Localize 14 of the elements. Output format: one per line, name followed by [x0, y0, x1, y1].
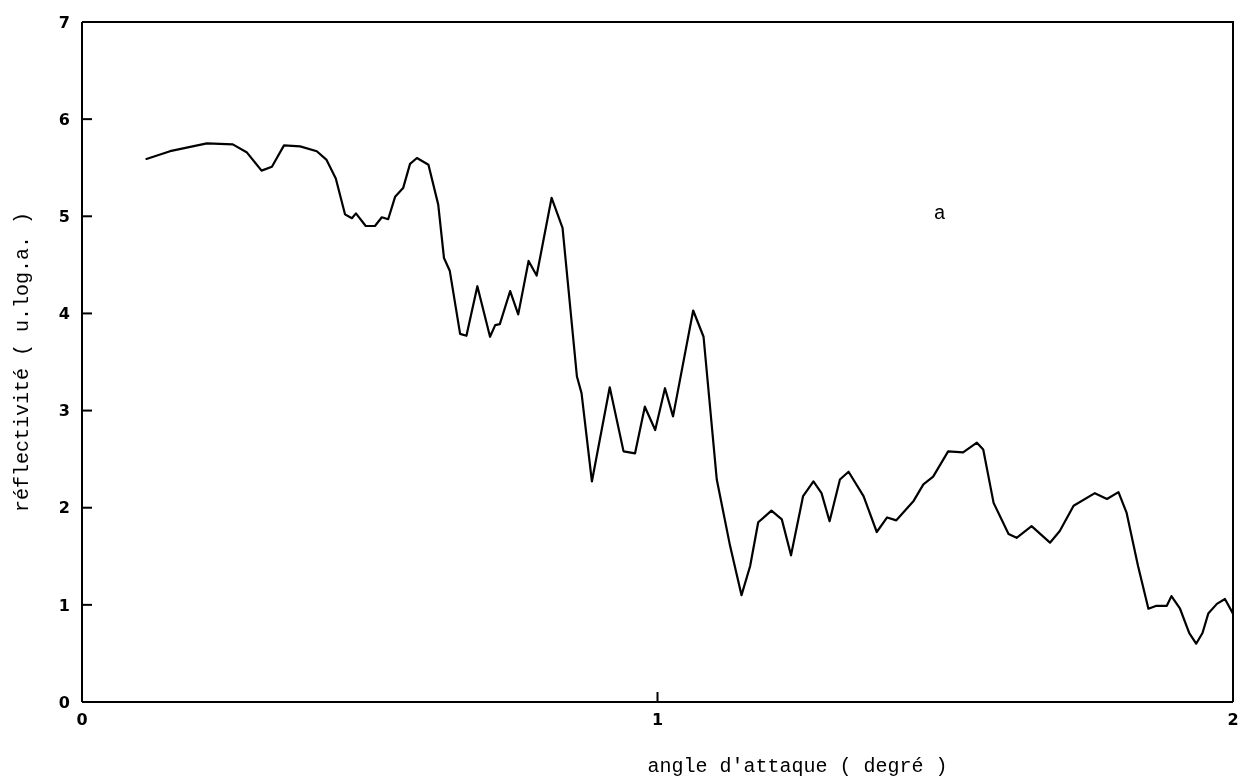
y-tick-label: 2 — [58, 498, 70, 518]
y-tick-label: 6 — [58, 109, 70, 129]
x-tick-label: 2 — [1227, 710, 1239, 730]
x-tick-label: 1 — [651, 710, 664, 730]
y-tick-label: 0 — [58, 692, 70, 712]
y-tick-label: 3 — [58, 401, 70, 421]
y-axis-title: réflectivité ( u.log.a. ) — [11, 211, 35, 513]
y-tick-label: 1 — [58, 595, 70, 615]
y-tick-label: 5 — [58, 206, 70, 226]
y-tick-label: 4 — [58, 304, 70, 324]
x-tick-label: 0 — [76, 710, 88, 730]
y-tick-label: 7 — [58, 12, 70, 32]
x-axis-title: angle d'attaque ( degré ) — [647, 755, 948, 778]
annotation: a — [933, 202, 946, 226]
